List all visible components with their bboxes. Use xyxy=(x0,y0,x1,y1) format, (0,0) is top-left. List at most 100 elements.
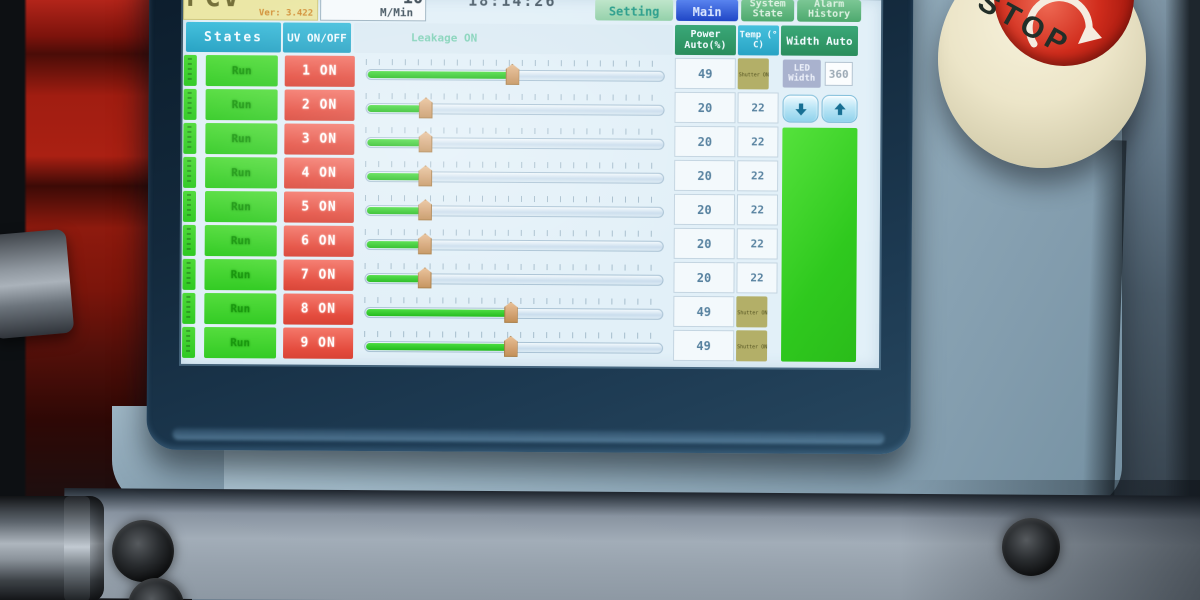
uv-on-off-button[interactable]: 9 ON xyxy=(283,327,354,359)
line-speed-box: 10 M/Min xyxy=(320,0,427,22)
power-value: 20 xyxy=(673,193,736,226)
uv-on-off-button[interactable]: 3 ON xyxy=(284,123,355,155)
power-value: 20 xyxy=(673,227,735,260)
power-slider[interactable] xyxy=(357,226,672,259)
tab-system-state[interactable]: System State xyxy=(741,0,795,22)
slider-fill xyxy=(366,309,507,317)
temp-cell: 22 xyxy=(736,194,779,226)
uv-on-off-button[interactable]: 6 ON xyxy=(283,225,354,257)
power-value: 20 xyxy=(674,159,736,192)
shutter-on-button[interactable]: Shutter ON xyxy=(736,296,768,328)
power-slider[interactable] xyxy=(357,192,672,225)
slider-fill xyxy=(366,275,421,283)
channel-row: Run 3 ON 20 22 xyxy=(182,122,880,160)
slider-thumb[interactable] xyxy=(418,233,432,254)
uv-on-off-button[interactable]: 2 ON xyxy=(284,89,355,121)
shutter-on-button[interactable]: Shutter ON xyxy=(736,330,768,362)
slider-track[interactable] xyxy=(364,205,664,218)
hmi-touchscreen: PCV Ver: 3.422 10 M/Min 18:14:26 Setting… xyxy=(180,0,882,369)
power-slider[interactable] xyxy=(357,90,672,123)
slider-track[interactable] xyxy=(364,239,664,252)
row-index-strip xyxy=(183,88,197,120)
bolt xyxy=(112,520,174,582)
slider-track[interactable] xyxy=(364,341,664,354)
power-slider[interactable] xyxy=(356,328,671,361)
tab-setting[interactable]: Setting xyxy=(595,0,674,21)
slider-track[interactable] xyxy=(364,273,664,286)
state-cell: Run xyxy=(205,89,278,121)
slider-thumb[interactable] xyxy=(418,267,432,288)
tab-alarm-history[interactable]: Alarm History xyxy=(797,0,862,23)
slider-thumb[interactable] xyxy=(504,302,518,323)
pipe-ring xyxy=(64,496,90,600)
up-arrow-icon xyxy=(833,102,846,115)
power-value: 49 xyxy=(673,295,735,328)
temp-cell: Shutter ON xyxy=(737,58,779,90)
slider-ticks xyxy=(365,126,665,135)
slider-thumb[interactable] xyxy=(505,64,519,85)
channel-row: Run 1 ON 49 Shutter ON xyxy=(183,54,881,92)
header-states: States xyxy=(185,21,282,53)
power-value: 49 xyxy=(673,329,735,362)
row-index-strip xyxy=(182,224,196,256)
uv-on-off-button[interactable]: 8 ON xyxy=(283,293,354,325)
temp-cell: 22 xyxy=(736,228,778,260)
slider-ticks xyxy=(364,296,664,305)
slider-ticks xyxy=(364,194,665,203)
logo-text: PCV xyxy=(186,0,241,13)
power-value: 20 xyxy=(673,261,735,294)
slider-ticks xyxy=(365,92,665,101)
slider-fill xyxy=(367,71,509,79)
power-slider[interactable] xyxy=(356,260,671,293)
uv-on-off-button[interactable]: 5 ON xyxy=(283,191,355,223)
slider-thumb[interactable] xyxy=(504,336,518,357)
slider-track[interactable] xyxy=(365,69,665,82)
power-value: 20 xyxy=(674,125,736,158)
uv-on-off-button[interactable]: 4 ON xyxy=(284,157,355,189)
width-decrease-button[interactable] xyxy=(782,94,819,123)
power-slider[interactable] xyxy=(358,56,673,89)
power-value: 20 xyxy=(674,91,736,124)
slider-track[interactable] xyxy=(365,103,665,116)
channel-row: Run 2 ON 20 22 xyxy=(182,88,880,126)
temp-cell: 22 xyxy=(736,262,778,294)
power-slider[interactable] xyxy=(356,294,671,327)
power-slider[interactable] xyxy=(357,124,672,157)
slider-track[interactable] xyxy=(365,137,665,150)
slider-fill xyxy=(366,241,422,249)
bolt xyxy=(1002,518,1060,576)
tab-main[interactable]: Main xyxy=(676,0,739,22)
uv-on-off-button[interactable]: 7 ON xyxy=(283,259,354,291)
led-width-value: 360 xyxy=(824,61,853,86)
uv-on-off-button[interactable]: 1 ON xyxy=(284,55,355,87)
slider-thumb[interactable] xyxy=(418,199,432,220)
slider-thumb[interactable] xyxy=(418,165,432,186)
state-cell: Run xyxy=(204,191,278,223)
temp-cell: 22 xyxy=(737,160,779,192)
power-slider[interactable] xyxy=(357,158,672,191)
channel-rows: Run 1 ON 49 Shutter ON Run 2 ON 20 22 Ru… xyxy=(181,54,881,364)
channel-row: Run 6 ON 20 22 xyxy=(182,224,880,262)
hmi-monitor-bezel: PCV Ver: 3.422 10 M/Min 18:14:26 Setting… xyxy=(146,0,914,455)
slider-thumb[interactable] xyxy=(419,97,433,118)
bezel-reflection xyxy=(172,427,885,445)
temp-cell: 22 xyxy=(737,92,779,124)
width-increase-button[interactable] xyxy=(821,94,858,123)
channel-row: Run 4 ON 20 22 xyxy=(182,156,880,194)
version-label: Ver: 3.422 xyxy=(258,8,314,19)
shutter-on-button[interactable]: Shutter ON xyxy=(737,58,769,90)
slider-track[interactable] xyxy=(364,307,664,320)
speed-unit: M/Min xyxy=(379,6,414,20)
slider-ticks xyxy=(365,58,665,67)
slider-ticks xyxy=(364,330,664,339)
state-cell: Run xyxy=(204,225,277,257)
row-index-strip xyxy=(183,54,197,86)
width-auto-indicator xyxy=(781,127,858,362)
slider-fill xyxy=(367,105,422,113)
row-index-strip xyxy=(183,122,197,154)
tab-system-state-label: System State xyxy=(749,0,786,20)
slider-track[interactable] xyxy=(365,171,665,184)
twist-release-arrow-icon xyxy=(1025,0,1102,48)
slider-thumb[interactable] xyxy=(419,131,433,152)
